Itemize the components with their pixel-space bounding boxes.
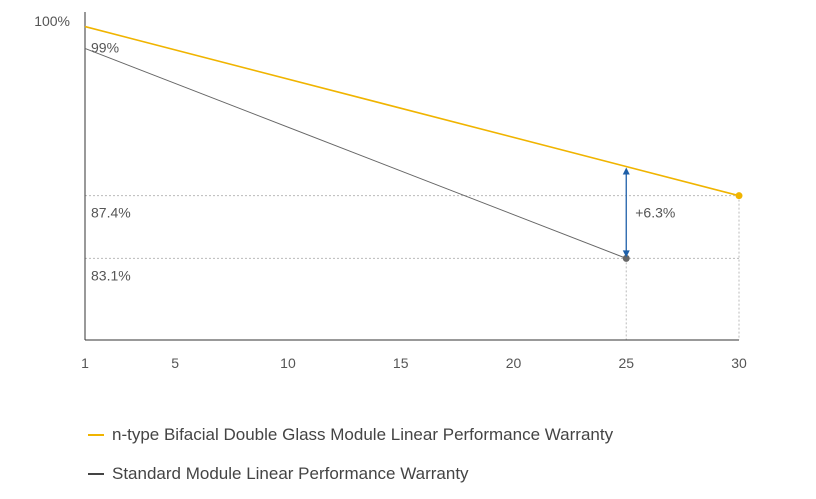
x-tick-label-30: 30 xyxy=(731,355,747,371)
x-tick-label-25: 25 xyxy=(618,355,634,371)
series-end-point-0 xyxy=(735,192,743,200)
legend-swatch-standard xyxy=(88,473,104,475)
legend-item-ntype: n-type Bifacial Double Glass Module Line… xyxy=(88,425,613,445)
legend-item-standard: Standard Module Linear Performance Warra… xyxy=(88,464,469,484)
x-tick-label-1: 1 xyxy=(81,355,89,371)
y-axis-max-label: 100% xyxy=(34,13,70,29)
x-tick-label-15: 15 xyxy=(393,355,409,371)
legend-swatch-ntype xyxy=(88,434,104,436)
series-end-point-1 xyxy=(622,254,630,262)
series-lines xyxy=(84,25,743,262)
reference-label-0: 87.4% xyxy=(91,205,131,221)
reference-label-1: 83.1% xyxy=(91,267,131,283)
series-line-0 xyxy=(84,25,740,197)
x-tick-label-20: 20 xyxy=(506,355,522,371)
gap-arrow-head-down xyxy=(622,250,630,258)
series-line-1 xyxy=(84,47,627,259)
legend-label-standard: Standard Module Linear Performance Warra… xyxy=(112,464,469,483)
gap-arrow-head-up xyxy=(622,167,630,175)
annotations: 87.4% 83.1% 99% +6.3% xyxy=(91,40,675,284)
x-tick-label-10: 10 xyxy=(280,355,296,371)
gap-label: +6.3% xyxy=(635,204,675,220)
start-value-label: 99% xyxy=(91,40,119,56)
legend-label-ntype: n-type Bifacial Double Glass Module Line… xyxy=(112,425,614,444)
x-tick-labels: 1 5 10 15 20 25 30 xyxy=(81,355,747,371)
reference-lines xyxy=(85,195,740,340)
x-tick-label-5: 5 xyxy=(171,355,179,371)
